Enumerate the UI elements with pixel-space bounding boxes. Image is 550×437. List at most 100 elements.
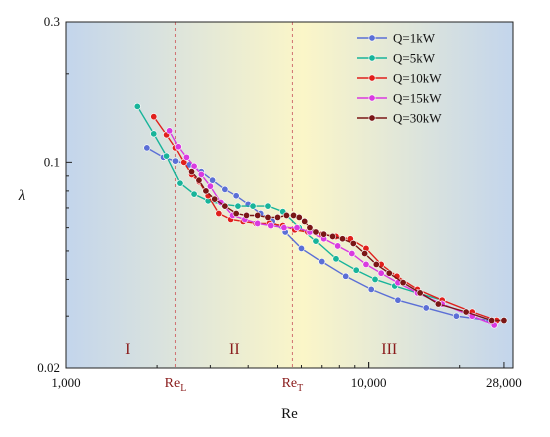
data-point bbox=[488, 317, 496, 325]
data-point bbox=[377, 269, 385, 277]
y-tick-label: 0.02 bbox=[37, 360, 60, 375]
legend-marker bbox=[368, 74, 376, 82]
data-point bbox=[297, 244, 305, 252]
data-point bbox=[361, 250, 369, 258]
data-point bbox=[342, 272, 350, 280]
data-point bbox=[234, 202, 242, 210]
data-point bbox=[174, 143, 182, 151]
data-point bbox=[306, 224, 314, 232]
data-point bbox=[416, 289, 424, 297]
data-point bbox=[197, 170, 205, 178]
data-point bbox=[254, 219, 262, 227]
legend-marker bbox=[368, 94, 376, 102]
y-axis-title: λ bbox=[18, 188, 26, 204]
reference-line-label: ReL bbox=[165, 376, 187, 394]
plot-background bbox=[66, 22, 513, 368]
data-point bbox=[274, 213, 282, 221]
data-point bbox=[264, 202, 272, 210]
data-point bbox=[329, 232, 337, 240]
data-point bbox=[209, 176, 217, 184]
data-point bbox=[150, 130, 158, 138]
region-labels: I II III bbox=[125, 341, 397, 358]
data-point bbox=[182, 153, 190, 161]
data-point bbox=[232, 210, 240, 218]
data-point bbox=[320, 230, 328, 238]
legend-label: Q=30kW bbox=[393, 111, 442, 126]
series-q30kw bbox=[188, 168, 508, 325]
data-point bbox=[434, 300, 442, 308]
data-point bbox=[293, 224, 301, 232]
data-point bbox=[422, 304, 430, 312]
x-axis-ticks: 1,000 10,000 28,000 bbox=[51, 362, 522, 390]
x-tick-label: 28,000 bbox=[486, 375, 522, 390]
legend-label: Q=10kW bbox=[393, 71, 442, 86]
legend-marker bbox=[368, 54, 376, 62]
data-point bbox=[352, 266, 360, 274]
legend-marker bbox=[368, 114, 376, 122]
data-point bbox=[221, 185, 229, 193]
reference-lines: ReL ReT bbox=[165, 22, 304, 394]
data-point bbox=[332, 255, 340, 263]
data-point bbox=[171, 157, 179, 165]
data-point bbox=[249, 202, 257, 210]
legend-label: Q=1kW bbox=[393, 31, 436, 46]
data-point bbox=[394, 296, 402, 304]
data-point bbox=[190, 190, 198, 198]
data-point bbox=[221, 202, 229, 210]
data-point bbox=[232, 192, 240, 200]
data-point bbox=[254, 211, 262, 219]
y-tick-label: 0.3 bbox=[44, 14, 60, 29]
data-point bbox=[295, 213, 303, 221]
data-point bbox=[500, 317, 508, 325]
region-label: I bbox=[125, 341, 130, 358]
data-point bbox=[195, 176, 203, 184]
legend-label: Q=15kW bbox=[393, 91, 442, 106]
y-tick-label: 0.1 bbox=[44, 154, 60, 169]
data-point bbox=[280, 224, 288, 232]
data-point bbox=[133, 102, 141, 110]
y-axis-ticks: 0.02 0.1 0.3 bbox=[37, 14, 72, 375]
x-axis-title: Re bbox=[281, 406, 298, 422]
data-point bbox=[150, 113, 158, 121]
data-point bbox=[282, 211, 290, 219]
data-point bbox=[371, 275, 379, 283]
region-label: II bbox=[229, 341, 240, 358]
data-point bbox=[367, 285, 375, 293]
data-point bbox=[301, 217, 309, 225]
data-point bbox=[211, 195, 219, 203]
data-point bbox=[318, 258, 326, 266]
plot-frame bbox=[65, 21, 514, 369]
data-point bbox=[202, 187, 210, 195]
data-point bbox=[385, 269, 393, 277]
legend: Q=1kW Q=5kW Q=10kW Q=15kW Q=30kW bbox=[357, 31, 442, 126]
data-point bbox=[334, 242, 342, 250]
data-point bbox=[349, 239, 357, 247]
series-layer bbox=[133, 102, 508, 329]
data-point bbox=[176, 179, 184, 187]
data-point bbox=[452, 312, 460, 320]
data-point bbox=[362, 260, 370, 268]
data-point bbox=[188, 168, 196, 176]
x-tick-label: 1,000 bbox=[51, 375, 80, 390]
data-point bbox=[243, 211, 251, 219]
legend-label: Q=5kW bbox=[393, 51, 436, 66]
data-point bbox=[312, 237, 320, 245]
data-point bbox=[462, 308, 470, 316]
x-tick-label: 10,000 bbox=[351, 375, 387, 390]
data-point bbox=[312, 228, 320, 236]
data-point bbox=[264, 213, 272, 221]
data-point bbox=[267, 222, 275, 230]
data-point bbox=[166, 127, 174, 135]
reference-line-label: ReT bbox=[282, 376, 304, 394]
data-point bbox=[143, 144, 151, 152]
data-point bbox=[215, 210, 223, 218]
region-label: III bbox=[381, 341, 397, 358]
data-point bbox=[206, 182, 214, 190]
data-point bbox=[163, 152, 171, 160]
data-point bbox=[348, 250, 356, 258]
data-point bbox=[372, 260, 380, 268]
data-point bbox=[339, 235, 347, 243]
legend-marker bbox=[368, 34, 376, 42]
data-point bbox=[399, 279, 407, 287]
